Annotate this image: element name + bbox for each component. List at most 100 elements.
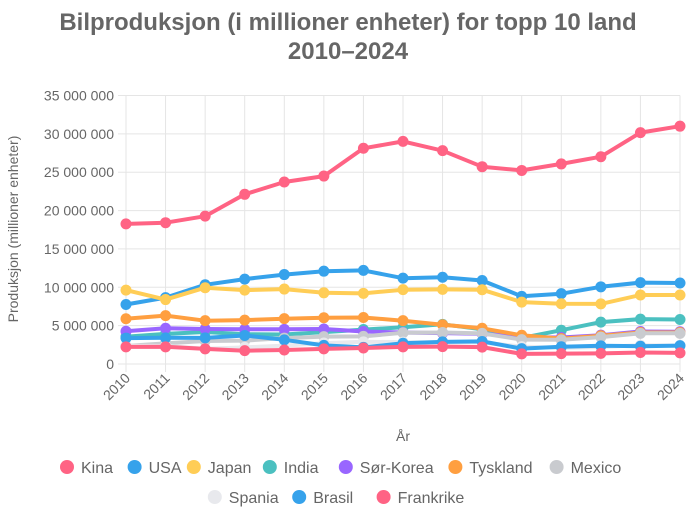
data-point[interactable]	[634, 277, 646, 289]
legend-item-sør-korea[interactable]: Sør-Korea	[338, 460, 434, 477]
data-point[interactable]	[674, 327, 686, 339]
data-point[interactable]	[357, 264, 369, 276]
data-point[interactable]	[476, 341, 488, 353]
data-point[interactable]	[160, 332, 172, 344]
data-point[interactable]	[437, 319, 449, 331]
legend: Kina USA Japan India Sør-Korea Tyskland Mexico…	[60, 460, 621, 507]
data-point[interactable]	[278, 313, 290, 325]
data-point[interactable]	[634, 327, 646, 339]
legend-item-frankrike[interactable]: Frankrike	[376, 490, 465, 507]
data-point[interactable]	[357, 312, 369, 324]
data-point[interactable]	[595, 298, 607, 310]
data-point[interactable]	[120, 332, 132, 344]
data-point[interactable]	[476, 284, 488, 296]
legend-swatch	[186, 460, 201, 474]
data-point[interactable]	[318, 287, 330, 299]
y-tick-label: 0	[106, 356, 114, 372]
data-point[interactable]	[555, 288, 567, 300]
data-point[interactable]	[595, 316, 607, 328]
data-point[interactable]	[595, 331, 607, 343]
data-point[interactable]	[634, 127, 646, 139]
data-point[interactable]	[120, 284, 132, 296]
data-point[interactable]	[595, 281, 607, 293]
data-point[interactable]	[239, 188, 251, 200]
legend-item-japan[interactable]: Japan	[186, 460, 252, 477]
data-point[interactable]	[595, 347, 607, 359]
data-point[interactable]	[397, 341, 409, 353]
data-point[interactable]	[555, 158, 567, 170]
data-point[interactable]	[160, 217, 172, 229]
data-point[interactable]	[318, 170, 330, 182]
legend-item-brasil[interactable]: Brasil	[292, 490, 353, 507]
data-point[interactable]	[516, 348, 528, 360]
data-point[interactable]	[476, 327, 488, 339]
data-point[interactable]	[595, 340, 607, 352]
data-point[interactable]	[278, 344, 290, 356]
data-point[interactable]	[318, 312, 330, 324]
data-point[interactable]	[397, 315, 409, 327]
data-point[interactable]	[199, 315, 211, 327]
data-point[interactable]	[278, 283, 290, 295]
data-point[interactable]	[120, 313, 132, 325]
legend-item-spania[interactable]: Spania	[207, 490, 279, 507]
data-point[interactable]	[120, 218, 132, 230]
data-point[interactable]	[476, 161, 488, 173]
data-point[interactable]	[634, 313, 646, 325]
data-point[interactable]	[397, 284, 409, 296]
data-point[interactable]	[555, 298, 567, 310]
data-point[interactable]	[318, 323, 330, 335]
data-point[interactable]	[476, 275, 488, 287]
data-point[interactable]	[239, 273, 251, 285]
data-point[interactable]	[120, 341, 132, 353]
data-point[interactable]	[674, 277, 686, 289]
data-point[interactable]	[199, 343, 211, 355]
data-point[interactable]	[595, 151, 607, 163]
legend-item-tyskland[interactable]: Tyskland	[448, 460, 533, 477]
data-point[interactable]	[199, 210, 211, 222]
data-point[interactable]	[674, 314, 686, 326]
data-point[interactable]	[674, 120, 686, 132]
data-point[interactable]	[357, 342, 369, 354]
data-point[interactable]	[437, 145, 449, 157]
data-point[interactable]	[555, 348, 567, 360]
data-point[interactable]	[634, 289, 646, 301]
data-point[interactable]	[278, 269, 290, 281]
data-point[interactable]	[437, 341, 449, 353]
data-point[interactable]	[357, 287, 369, 299]
data-point[interactable]	[160, 341, 172, 353]
data-point[interactable]	[674, 289, 686, 301]
data-point[interactable]	[160, 294, 172, 306]
data-point[interactable]	[437, 327, 449, 339]
data-point[interactable]	[278, 176, 290, 188]
legend-item-kina[interactable]: Kina	[60, 460, 113, 477]
data-point[interactable]	[160, 310, 172, 322]
data-point[interactable]	[160, 322, 172, 334]
legend-item-mexico[interactable]: Mexico	[549, 460, 622, 477]
data-point[interactable]	[120, 298, 132, 310]
y-tick-label: 20 000 000	[44, 203, 114, 219]
legend-label: Tyskland	[469, 460, 532, 477]
data-point[interactable]	[278, 323, 290, 335]
data-point[interactable]	[674, 347, 686, 359]
data-point[interactable]	[357, 142, 369, 154]
data-point[interactable]	[239, 345, 251, 357]
data-point[interactable]	[239, 284, 251, 296]
data-point[interactable]	[397, 272, 409, 284]
data-point[interactable]	[318, 343, 330, 355]
data-point[interactable]	[199, 282, 211, 294]
data-point[interactable]	[516, 164, 528, 176]
data-point[interactable]	[397, 135, 409, 147]
data-point[interactable]	[397, 327, 409, 339]
data-point[interactable]	[199, 332, 211, 344]
data-point[interactable]	[437, 271, 449, 283]
data-point[interactable]	[437, 283, 449, 295]
data-point[interactable]	[516, 296, 528, 308]
data-point[interactable]	[634, 346, 646, 358]
data-point[interactable]	[318, 265, 330, 277]
data-point[interactable]	[239, 314, 251, 326]
legend-item-usa[interactable]: USA	[127, 460, 182, 477]
legend-item-india[interactable]: India	[262, 460, 319, 477]
data-point[interactable]	[199, 323, 211, 335]
data-point[interactable]	[239, 330, 251, 342]
data-point[interactable]	[278, 334, 290, 346]
